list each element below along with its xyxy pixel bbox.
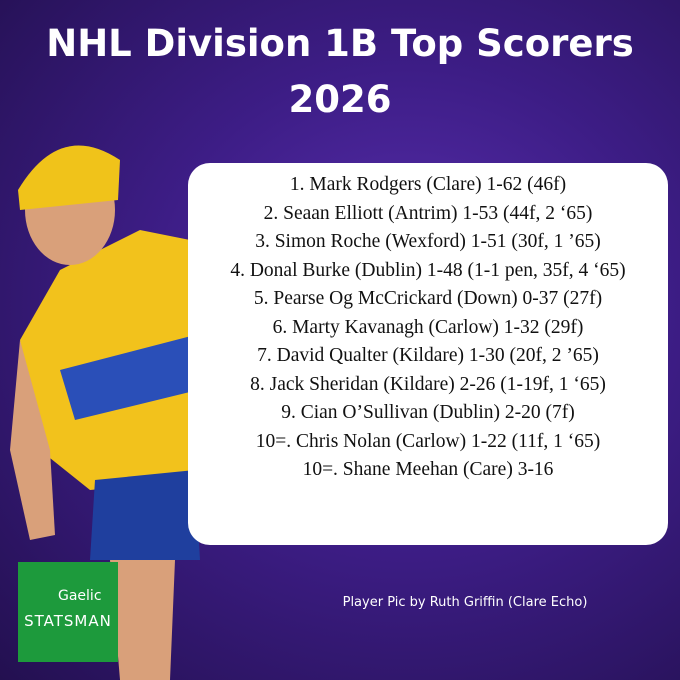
scorer-entry: 10=. Chris Nolan (Carlow) 1-22 (11f, 1 ‘… <box>255 430 601 452</box>
scorer-list: 1. Mark Rodgers (Clare) 1-62 (46f) 2. Sea… <box>188 163 668 545</box>
scorer-entry: 5. Pearse Og McCrickard (Down) 0-37 (27f… <box>253 288 603 309</box>
scorer-entry: 3. Simon Roche (Wexford) 1-51 (30f, 1 ’6… <box>255 231 601 252</box>
logo: Gaelic STATSMAN <box>18 562 118 662</box>
logo-text: STATSMAN <box>24 612 112 630</box>
photo-credit: Player Pic by Ruth Griffin (Clare Echo) <box>342 595 588 610</box>
scorer-entry: 8. Jack Sheridan (Kildare) 2-26 (1-19f, … <box>250 373 606 395</box>
scorer-entry: 9. Cian O’Sullivan (Dublin) 2-20 (7f) <box>281 402 575 423</box>
logo-text: Gaelic <box>58 588 102 604</box>
scorer-entry: 10=. Shane Meehan (Care) 3-16 <box>302 459 554 480</box>
scorer-entry: 2. Seaan Elliott (Antrim) 1-53 (44f, 2 ‘… <box>263 202 593 224</box>
player-illustration <box>10 145 200 680</box>
scorer-entry: 6. Marty Kavanagh (Carlow) 1-32 (29f) <box>272 316 584 338</box>
title: NHL Division 1B Top Scorers 2026 <box>46 22 634 121</box>
scorer-entry: 1. Mark Rodgers (Clare) 1-62 (46f) <box>289 174 567 195</box>
scorer-entry: 4. Donal Burke (Dublin) 1-48 (1-1 pen, 3… <box>230 259 626 281</box>
scorer-entry: 7. David Qualter (Kildare) 1-30 (20f, 2 … <box>257 345 599 366</box>
